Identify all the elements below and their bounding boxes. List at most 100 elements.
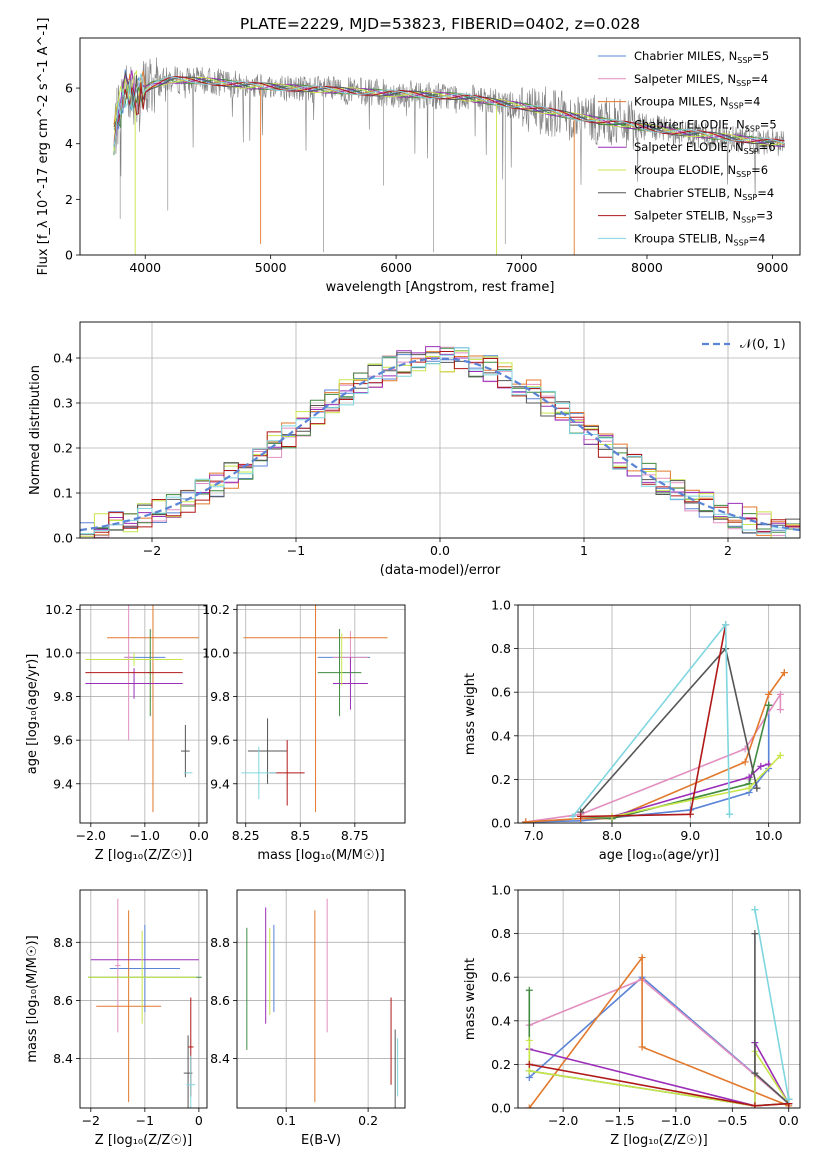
y-axis-label: mass weight [463, 958, 478, 1040]
axes-Z-age: −2.0 −1.0 0.0 9.4 9.6 9.8 10.0 10.2 Z [log₁₀(Z/Z… [25, 602, 209, 863]
x-tick-label: 0.1 [276, 1113, 296, 1128]
x-tick-label: 9000 [756, 260, 788, 275]
y-tick-label: 0.3 [53, 396, 73, 411]
weight-marker [753, 784, 761, 792]
weight-marker [757, 762, 765, 770]
figure-title: PLATE=2229, MJD=53823, FIBERID=0402, z=0… [240, 15, 640, 33]
panel-EBV-mass: 0.1 0.2 8.4 8.6 8.8 E(B-V) [210, 889, 406, 1148]
plot-area-spectrum [113, 57, 785, 255]
axes-frame [517, 889, 801, 1109]
y-tick-label: 6 [65, 81, 73, 96]
weight-marker [765, 701, 773, 709]
panel-age-weight: 7.0 8.0 9.0 10.0 0.0 0.2 0.4 0.6 0.8 1.0 age [log₁… [463, 598, 801, 863]
errorbar-point [243, 605, 388, 813]
panel-spectrum: 4000 5000 6000 7000 8000 9000 0 2 4 6 wavelength [… [36, 18, 801, 295]
legend-entry: Chabrier ELODIE, NSSP=5 [634, 117, 777, 133]
weight-marker [525, 1104, 533, 1108]
x-tick-label: 8.0 [602, 828, 622, 843]
axes-frame [236, 604, 406, 824]
y-tick-label: 1.0 [491, 883, 511, 898]
y-tick-label: 0.4 [53, 351, 73, 366]
y-tick-label: 9.4 [210, 776, 230, 791]
x-tick-label: 5000 [255, 260, 287, 275]
plot-area-residuals [80, 346, 800, 538]
weight-marker [751, 1102, 759, 1108]
histogram-salpeter-elodie [80, 346, 800, 538]
errorbar-point [186, 1055, 196, 1108]
weight-line-chabrier-elodie [580, 705, 770, 820]
y-tick-label: 0.6 [491, 685, 511, 700]
y-tick-label: 8.8 [53, 935, 73, 950]
panel-residuals: −2 −1 0.0 1 2 0.0 0.1 0.2 0.3 0.4 (data-model)/err… [28, 321, 801, 578]
x-tick-label: 8.5 [290, 828, 310, 843]
legend-entry: 𝒩(0, 1) [740, 336, 786, 351]
legend-entry: Chabrier STELIB, NSSP=4 [634, 186, 774, 202]
legend-entry: Salpeter MILES, NSSP=4 [634, 72, 768, 88]
axes-Z-mass: −2 −1 0 8.4 8.6 8.8 Z [log₁₀(Z/Z☉)] mass [log₁₀… [25, 889, 208, 1148]
errorbar-point [109, 924, 180, 1013]
spectrum-model-salpeter-stelib [113, 76, 785, 147]
errorbar-point [115, 898, 121, 1033]
weight-line-chabrier-stelib [580, 646, 758, 813]
legend-entry: Kroupa MILES, NSSP=4 [634, 95, 760, 111]
errorbar-point [317, 628, 362, 717]
weight-marker [525, 1060, 533, 1068]
y-axis-label: mass weight [463, 673, 478, 755]
panel-Z-mass: −2 −1 0 8.4 8.6 8.8 Z [log₁₀(Z/Z☉)] mass [log₁₀… [25, 889, 208, 1148]
x-axis-label: Z [log₁₀(Z/Z☉)] [95, 1133, 192, 1148]
x-axis-label: Z [log₁₀(Z/Z☉)] [610, 1133, 707, 1148]
x-tick-label: −0.5 [717, 1113, 747, 1128]
errorbar-point [333, 657, 368, 710]
y-tick-label: 0.4 [491, 1013, 511, 1028]
errorbar-point [96, 910, 162, 1103]
errorbar-point [181, 724, 190, 778]
x-tick-label: −1 [287, 543, 305, 558]
x-tick-label: 0.0 [189, 828, 209, 843]
x-tick-label: 8.25 [232, 828, 260, 843]
weight-marker [525, 1067, 533, 1075]
axes-frame [79, 889, 208, 1109]
y-tick-label: 0.8 [491, 641, 511, 656]
legend-entry: Chabrier MILES, NSSP=5 [634, 49, 769, 65]
panel-Z-weight: −2.0 −1.5 −1.0 −0.5 0.0 0.0 0.2 0.4 0.6 0.8 1.0 Z [… [463, 883, 801, 1148]
weight-marker [776, 690, 784, 698]
y-tick-label: 0.8 [491, 926, 511, 941]
y-tick-label: 8.6 [53, 993, 73, 1008]
legend-entry: Kroupa ELODIE, NSSP=6 [634, 163, 768, 179]
x-axis-label: wavelength [Angstrom, rest frame] [326, 280, 555, 295]
gaussian-curve [80, 357, 800, 532]
x-axis-label: E(B-V) [301, 1133, 341, 1148]
y-tick-label: 0.6 [491, 970, 511, 985]
weight-line-chabrier-miles [525, 705, 770, 823]
weight-marker [726, 810, 733, 818]
y-tick-label: 10.0 [45, 645, 73, 660]
y-tick-label: 0 [65, 248, 73, 263]
errorbar-point [85, 652, 183, 667]
weight-marker [522, 818, 530, 823]
x-tick-label: 9.0 [680, 828, 700, 843]
x-tick-label: −1 [136, 1113, 154, 1128]
x-tick-label: −2 [143, 543, 161, 558]
weight-marker [638, 954, 646, 962]
errorbar-point [247, 718, 288, 784]
histogram-kroupa-elodie [80, 350, 800, 538]
x-axis-label: Z [log₁₀(Z/Z☉)] [95, 848, 192, 863]
weight-line-chabrier-miles [528, 976, 790, 1106]
weight-marker [722, 621, 730, 629]
histogram-kroupa-stelib [80, 347, 800, 538]
plot-area-Z-weight [525, 906, 793, 1108]
y-tick-label: 0.1 [53, 486, 73, 501]
x-tick-label: 0.0 [430, 543, 450, 558]
y-axis-label: age [log₁₀(age/yr)] [25, 654, 40, 775]
y-tick-label: 4 [65, 136, 73, 151]
y-tick-label: 9.8 [53, 689, 73, 704]
x-tick-label: −2 [82, 1113, 100, 1128]
plot-area-Z-age [85, 605, 199, 813]
y-tick-label: 8.4 [53, 1051, 73, 1066]
y-tick-label: 8.6 [210, 993, 230, 1008]
y-axis-label: Normed distribution [28, 365, 43, 495]
y-tick-label: 8.4 [210, 1051, 230, 1066]
spectrum-model-salpeter-elodie [113, 70, 785, 147]
axes-frame [79, 604, 208, 824]
plot-area-age-weight [522, 621, 788, 823]
